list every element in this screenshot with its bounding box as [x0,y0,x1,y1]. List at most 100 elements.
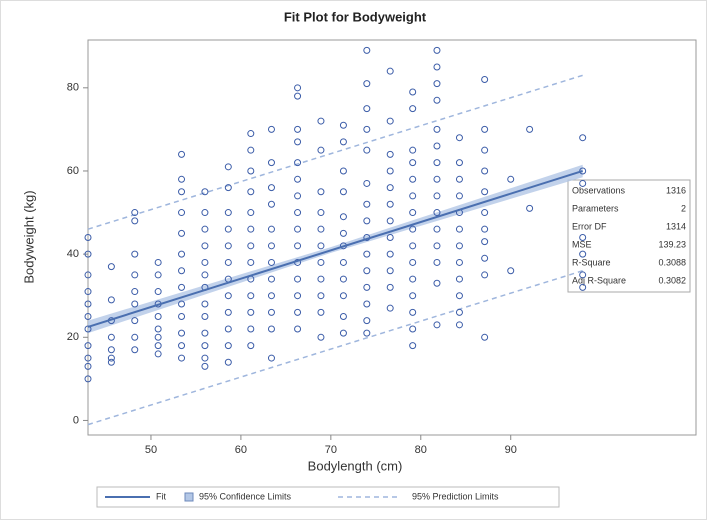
data-point [317,242,325,250]
data-point [363,80,371,88]
data-point [107,358,115,366]
data-point [84,250,92,258]
data-point [201,300,209,308]
stats-value: 139.23 [658,239,686,249]
data-point [294,125,302,133]
data-point [455,292,463,300]
y-tick-label: 60 [67,165,79,177]
data-point [131,333,139,341]
data-point [317,333,325,341]
data-point [433,63,441,71]
data-point [409,159,417,167]
data-point [317,258,325,266]
data-point [386,250,394,258]
data-point [267,308,275,316]
data-point [317,275,325,283]
data-point [267,225,275,233]
stats-label: R-Square [572,257,611,267]
data-point [84,300,92,308]
data-point [481,188,489,196]
data-point [481,254,489,262]
data-point [178,354,186,362]
data-point [455,275,463,283]
data-point [579,271,587,279]
data-point [154,342,162,350]
x-axis-label: Bodylength (cm) [308,458,403,473]
data-point [247,242,255,250]
data-point [294,225,302,233]
data-point [84,354,92,362]
data-point [201,329,209,337]
data-point [224,225,232,233]
data-point [131,288,139,296]
data-point [107,354,115,362]
data-point [481,76,489,83]
x-tick-label: 70 [325,444,337,456]
data-point [178,150,186,158]
y-axis-label: Bodyweight (kg) [21,190,36,283]
data-point [84,375,92,383]
stats-label: Adj R-Square [572,275,626,285]
data-point [267,292,275,300]
data-point [154,333,162,341]
data-point [433,225,441,233]
data-point [433,279,441,287]
data-point [409,225,417,233]
stats-value: 0.3088 [658,257,686,267]
data-point [363,125,371,133]
data-point [339,229,347,237]
data-point [455,225,463,233]
data-point [433,258,441,266]
data-point [363,146,371,154]
data-point [433,96,441,104]
data-point [84,313,92,320]
data-point [224,258,232,266]
data-point [247,325,255,333]
data-point [386,200,394,208]
legend [96,486,560,508]
data-point [247,258,255,266]
data-point [84,342,92,350]
data-point [481,225,489,233]
data-point [339,292,347,300]
data-point [294,275,302,283]
data-point [386,304,394,312]
data-point [201,209,209,217]
data-point [409,258,417,266]
data-point [224,242,232,250]
data-point [339,275,347,283]
data-point [267,275,275,283]
x-tick-label: 50 [145,444,157,456]
data-point [267,258,275,266]
data-point [267,184,275,192]
data-point [409,242,417,250]
data-point [433,321,441,329]
data-point [455,192,463,200]
data-point [294,84,302,92]
x-tick-label: 60 [235,444,247,456]
data-point [294,175,302,183]
data-point [363,217,371,225]
stats-label: MSE [572,239,592,249]
data-point [386,167,394,175]
data-point [433,159,441,167]
data-point [433,192,441,200]
data-point [481,167,489,175]
data-point [267,242,275,250]
data-point [224,325,232,333]
data-point [339,121,347,129]
data-point [409,292,417,300]
data-point [294,92,302,100]
data-point [363,267,371,275]
data-point [409,308,417,316]
data-point [247,167,255,175]
data-point [201,362,209,370]
data-point [526,125,534,133]
data-point [84,271,92,279]
data-point [247,209,255,217]
data-point [84,234,92,241]
data-point [201,313,209,320]
stats-label: Parameters [572,203,619,213]
stats-label: Observations [572,185,626,195]
data-point [131,300,139,308]
